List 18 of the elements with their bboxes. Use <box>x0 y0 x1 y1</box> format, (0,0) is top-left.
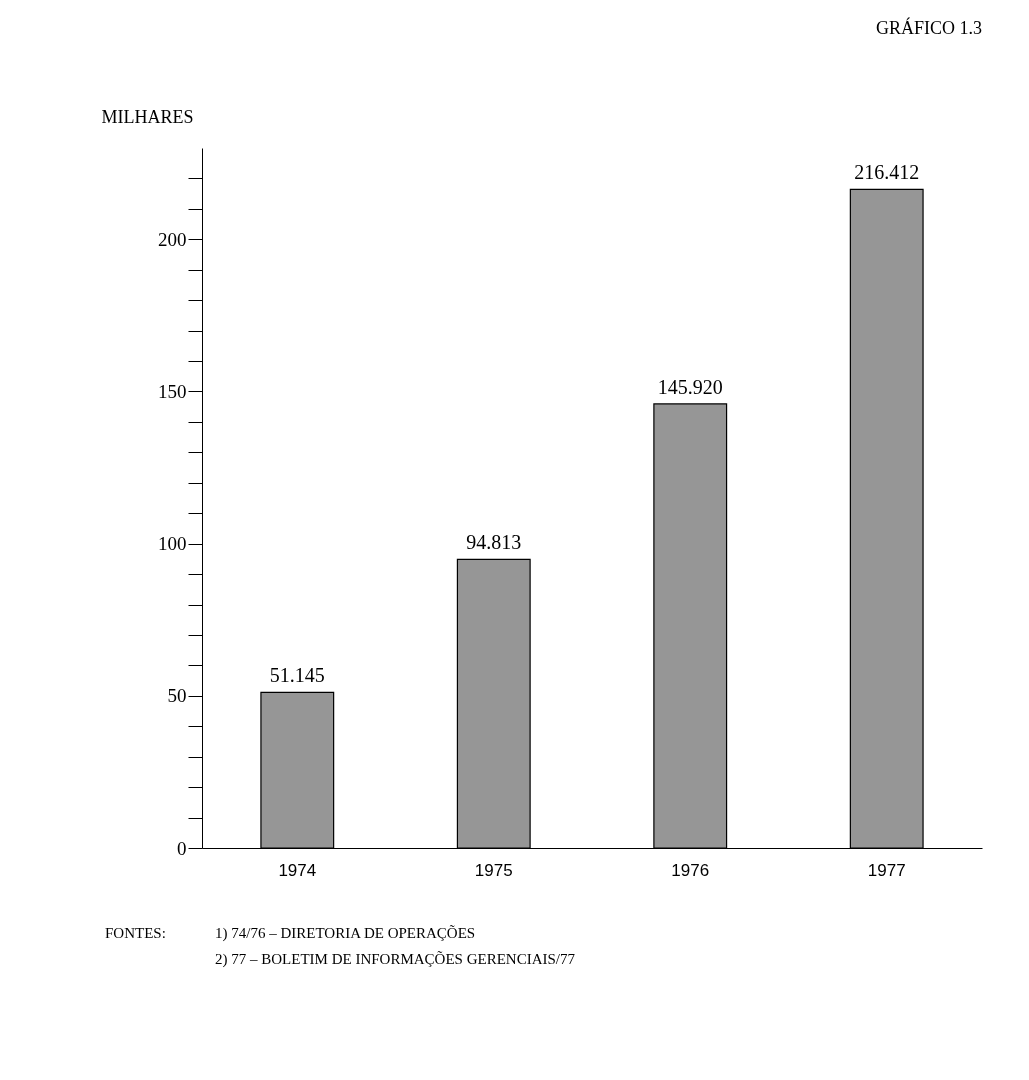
y-tick-label: 150 <box>158 380 187 402</box>
x-tick-label: 1976 <box>671 860 710 880</box>
data-label: 145.920 <box>657 375 723 398</box>
text: 2) 77 – BOLETIM DE INFORMAÇÕES GERENCIAIS/77 <box>215 950 575 969</box>
y-tick-label: 0 <box>177 837 187 859</box>
x-tick-label: 1975 <box>474 860 513 880</box>
chart-title: GRÁFICO 1.3 <box>875 17 982 38</box>
data-label: 94.813 <box>466 531 522 554</box>
data-label: 51.145 <box>269 664 325 687</box>
x-tick-label: 1974 <box>278 860 317 880</box>
x-tick-label: 1977 <box>867 860 906 880</box>
y-tick-label: 50 <box>167 685 187 707</box>
y-tick-label: 100 <box>158 533 187 555</box>
y-axis-title: MILHARES <box>101 106 194 127</box>
text: 1) 74/76 – DIRETORIA DE OPERAÇÕES <box>215 924 477 943</box>
y-tick-label: 200 <box>158 228 187 250</box>
text: FONTES: <box>105 924 166 943</box>
data-label: 216.412 <box>854 161 920 184</box>
